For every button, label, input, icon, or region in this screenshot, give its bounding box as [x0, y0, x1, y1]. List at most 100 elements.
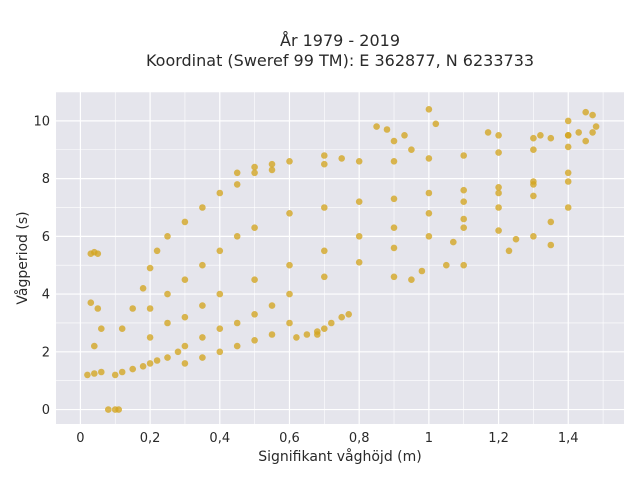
data-point	[98, 325, 105, 333]
data-point	[460, 215, 468, 223]
data-point	[564, 117, 572, 125]
data-point	[164, 233, 171, 240]
data-point	[286, 261, 293, 269]
data-point	[345, 311, 353, 318]
data-point	[199, 302, 206, 309]
data-point	[146, 305, 154, 312]
data-point	[216, 290, 224, 298]
data-point	[530, 146, 537, 153]
data-point	[91, 370, 98, 377]
data-point	[251, 224, 258, 231]
data-point	[98, 368, 105, 376]
data-point	[286, 158, 293, 165]
data-point	[84, 371, 91, 379]
data-point	[111, 371, 119, 379]
y-tick-label: 0	[42, 403, 50, 418]
data-point	[251, 163, 258, 171]
x-tick-label: 0,2	[140, 431, 161, 446]
data-point	[199, 354, 206, 361]
data-point	[373, 123, 380, 130]
data-point	[268, 302, 276, 309]
data-point	[547, 218, 555, 226]
data-point	[401, 132, 408, 139]
x-tick-label: 0,8	[349, 431, 370, 446]
data-point	[432, 120, 440, 128]
data-point	[425, 155, 433, 162]
data-point	[216, 189, 224, 197]
data-point	[383, 126, 391, 133]
data-point	[582, 137, 589, 145]
data-point	[460, 224, 468, 231]
data-point	[547, 134, 555, 142]
data-point	[251, 276, 258, 284]
data-point	[408, 276, 415, 284]
data-point	[314, 331, 321, 338]
data-point	[564, 143, 572, 151]
data-point	[512, 235, 520, 243]
data-point	[460, 186, 468, 194]
y-tick-label: 10	[33, 114, 50, 129]
data-point	[355, 233, 363, 240]
data-point	[268, 160, 276, 168]
data-point	[164, 354, 171, 361]
data-point	[146, 264, 154, 272]
data-points	[84, 106, 600, 413]
data-point	[495, 189, 502, 197]
data-point	[233, 181, 241, 188]
data-point	[87, 299, 95, 307]
data-point	[582, 108, 589, 116]
data-point	[495, 227, 502, 234]
data-point	[321, 204, 328, 211]
plot-background	[56, 92, 624, 424]
data-point	[118, 325, 126, 333]
data-point	[547, 241, 555, 249]
data-point	[355, 198, 363, 205]
data-point	[495, 132, 502, 139]
data-point	[199, 334, 206, 341]
data-point	[268, 331, 276, 338]
data-point	[153, 357, 161, 364]
data-point	[139, 363, 147, 370]
data-point	[390, 244, 398, 252]
data-point	[321, 160, 328, 168]
x-tick-label: 0,4	[209, 431, 230, 446]
data-point	[91, 342, 98, 350]
data-point	[338, 313, 346, 321]
data-point	[105, 406, 112, 413]
data-point	[181, 276, 189, 284]
data-point	[233, 342, 241, 350]
data-point	[174, 348, 182, 356]
data-point	[564, 132, 572, 139]
data-point	[164, 290, 171, 298]
data-point	[286, 210, 293, 217]
data-point	[328, 319, 335, 327]
data-point	[530, 134, 537, 142]
data-point	[390, 273, 398, 281]
data-point	[495, 184, 502, 191]
x-tick-label: 1	[425, 431, 433, 446]
data-point	[181, 218, 189, 226]
data-point	[425, 189, 433, 197]
data-point	[355, 259, 363, 266]
x-tick-label: 0	[76, 431, 84, 446]
data-point	[129, 365, 136, 373]
data-point	[139, 285, 147, 292]
data-point	[251, 337, 258, 344]
x-axis-ticks: 0 0,2 0,4 0,6 0,8 1 1,2 1,4	[76, 431, 578, 446]
data-point	[408, 146, 415, 153]
data-point	[321, 325, 328, 333]
data-point	[390, 195, 398, 203]
data-point	[564, 169, 572, 177]
data-point	[303, 331, 311, 338]
chart-title-line2: Koordinat (Sweref 99 TM): E 362877, N 62…	[146, 51, 534, 70]
data-point	[129, 305, 136, 312]
y-axis-title: Vågperiod (s)	[14, 211, 31, 304]
data-point	[390, 224, 398, 231]
data-point	[146, 360, 154, 367]
data-point	[537, 132, 544, 139]
data-point	[118, 368, 126, 376]
x-tick-label: 1,4	[558, 431, 579, 446]
data-point	[592, 123, 600, 130]
data-point	[460, 152, 468, 159]
